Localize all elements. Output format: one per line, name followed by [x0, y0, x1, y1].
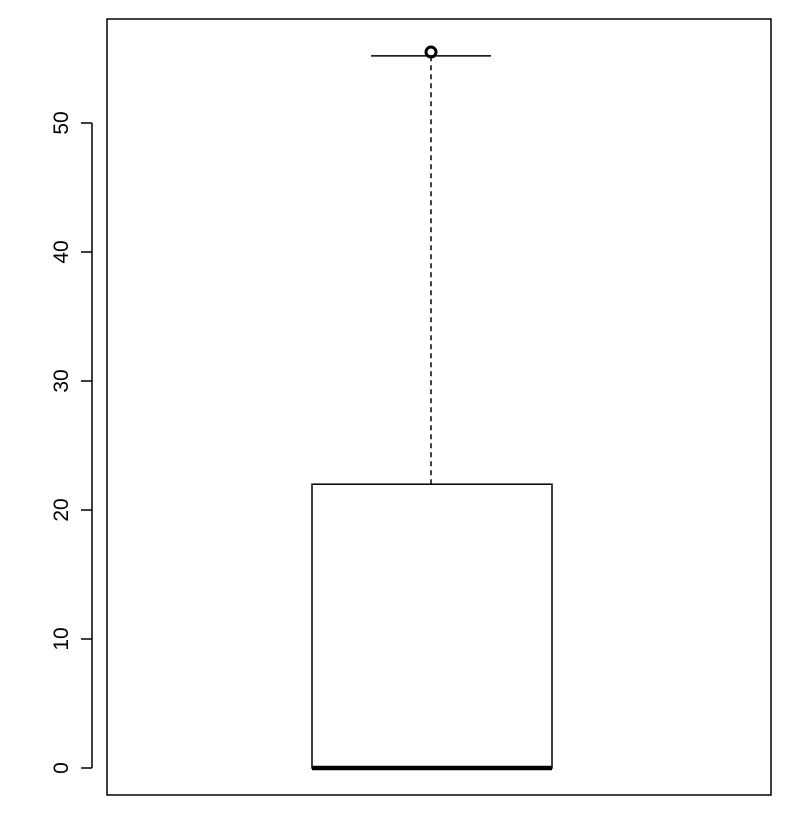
- y-tick-label-40: 40: [50, 240, 73, 263]
- y-axis: 0 10 20 30 40 50: [50, 111, 93, 774]
- y-tick-label-30: 30: [50, 369, 73, 392]
- plot-frame: [106, 18, 772, 796]
- y-tick-label-10: 10: [50, 627, 73, 650]
- y-tick-label-0: 0: [50, 762, 73, 774]
- y-tick-label-20: 20: [50, 498, 73, 521]
- outlier-point-0: [424, 45, 438, 59]
- box-layer: [311, 45, 553, 771]
- box-iqr: [311, 483, 553, 769]
- y-tick-label-50: 50: [50, 111, 73, 134]
